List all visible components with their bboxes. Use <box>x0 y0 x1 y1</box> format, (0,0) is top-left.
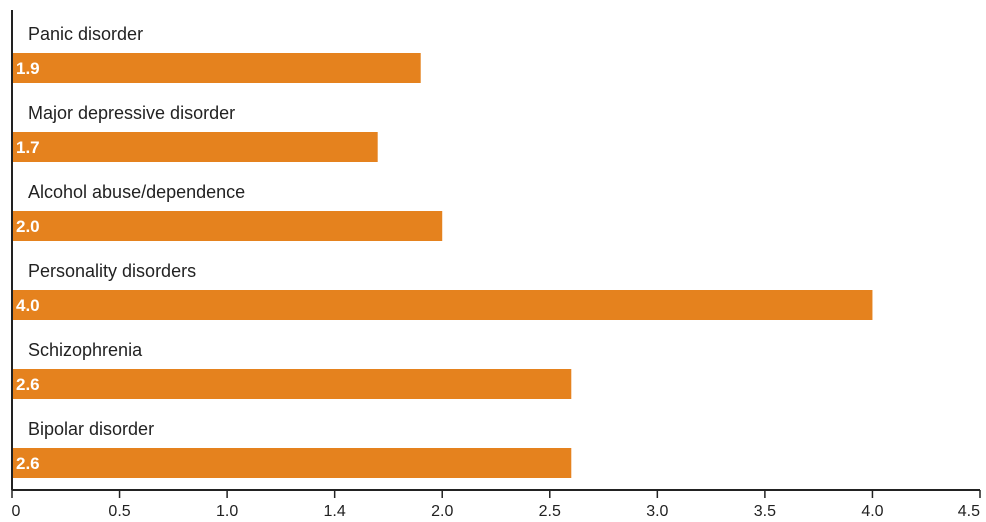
x-tick-label: 2.5 <box>539 503 561 520</box>
x-tick-label: 1.0 <box>216 503 238 520</box>
category-label: Alcohol abuse/dependence <box>28 182 245 202</box>
category-label: Major depressive disorder <box>28 103 235 123</box>
bar-value-label: 2.6 <box>16 375 40 394</box>
bar <box>12 211 443 241</box>
bar-value-label: 1.9 <box>16 59 40 78</box>
x-ticks-group: 0 0.5 1.0 1.4 2.0 2.5 3.0 3.5 4.0 4.5 <box>11 490 981 520</box>
x-tick-label: 1.4 <box>324 503 346 520</box>
x-tick-label: 4.5 <box>958 503 980 520</box>
axes-group <box>11 10 980 491</box>
x-tick-label: 0 <box>12 503 21 520</box>
x-tick-label: 2.0 <box>431 503 453 520</box>
bar <box>12 132 378 162</box>
bar <box>12 369 572 399</box>
bar <box>12 448 572 478</box>
x-tick-label: 3.5 <box>754 503 776 520</box>
bar-group-0: Panic disorder 1.9 <box>12 24 421 83</box>
bar-group-1: Major depressive disorder 1.7 <box>12 103 378 162</box>
x-tick-label: 0.5 <box>108 503 130 520</box>
bar-group-4: Schizophrenia 2.6 <box>12 340 572 399</box>
category-label: Personality disorders <box>28 261 196 281</box>
category-label: Bipolar disorder <box>28 419 154 439</box>
bar-group-2: Alcohol abuse/dependence 2.0 <box>12 182 443 241</box>
bar-group-3: Personality disorders 4.0 <box>12 261 873 320</box>
bar <box>12 53 421 83</box>
category-label: Schizophrenia <box>28 340 143 360</box>
bar <box>12 290 873 320</box>
x-tick-label: 3.0 <box>646 503 668 520</box>
bar-value-label: 2.0 <box>16 217 40 236</box>
bar-value-label: 1.7 <box>16 138 40 157</box>
bar-value-label: 4.0 <box>16 296 40 315</box>
bars-group: Panic disorder 1.9 Major depressive disord… <box>12 24 873 478</box>
category-label: Panic disorder <box>28 24 143 44</box>
bar-value-label: 2.6 <box>16 454 40 473</box>
bar-group-5: Bipolar disorder 2.6 <box>12 419 572 478</box>
x-tick-label: 4.0 <box>861 503 883 520</box>
